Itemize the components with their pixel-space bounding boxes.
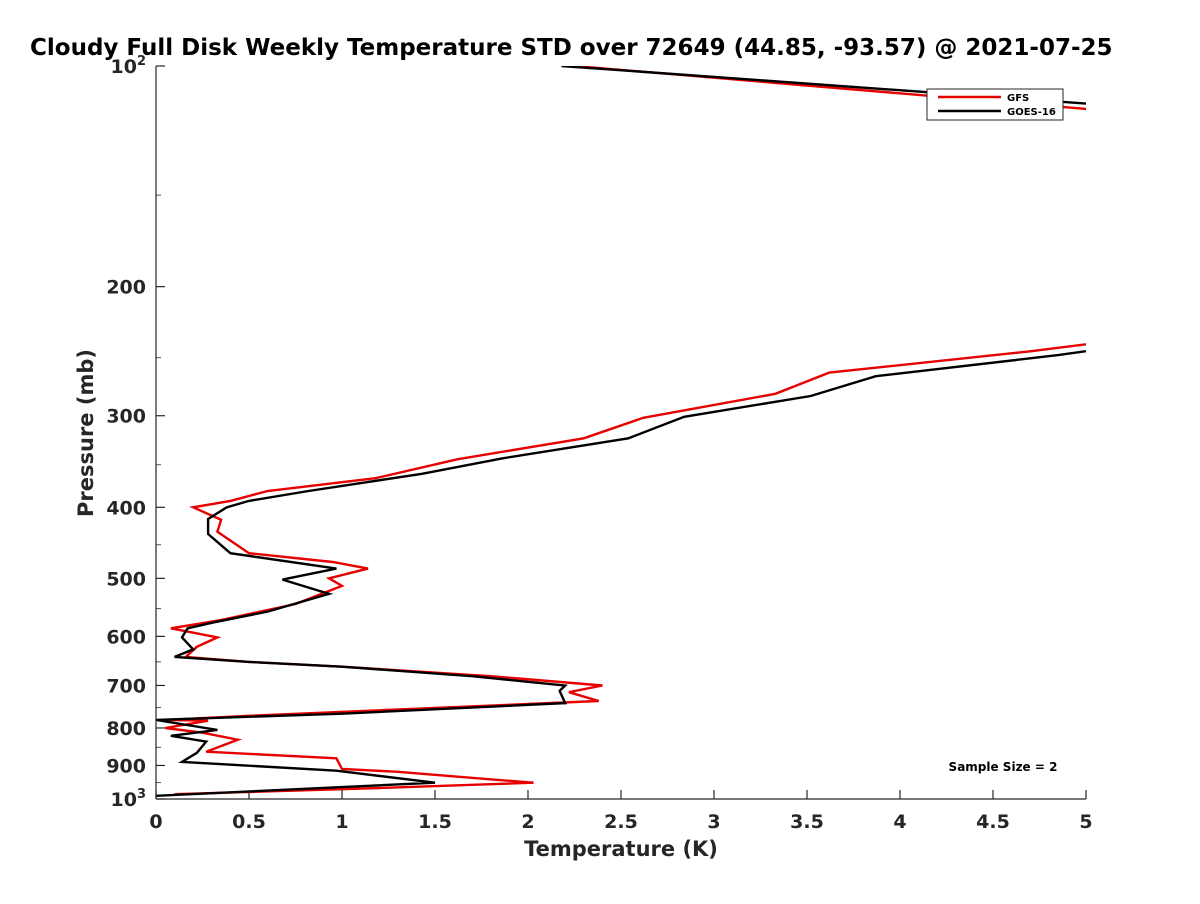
y-tick-label: 700 bbox=[106, 675, 146, 697]
x-axis-label: Temperature (K) bbox=[524, 837, 718, 861]
y-tick-label: 800 bbox=[106, 718, 146, 740]
y-tick-label: 600 bbox=[106, 626, 146, 648]
x-tick-label: 3 bbox=[707, 811, 720, 833]
legend-box bbox=[926, 88, 1064, 121]
sample-size-annotation: Sample Size = 2 bbox=[949, 760, 1058, 774]
y-tick-label: 103 bbox=[111, 787, 147, 811]
y-tick-label: 900 bbox=[106, 755, 146, 777]
y-tick-label: 400 bbox=[106, 497, 146, 519]
x-tick-label: 0.5 bbox=[232, 811, 266, 833]
x-tick-label: 1 bbox=[335, 811, 348, 833]
y-tick-label: 200 bbox=[106, 277, 146, 299]
series-line-goes-16 bbox=[156, 66, 1086, 797]
legend: GFS GOES-16 bbox=[926, 88, 1064, 121]
x-tick-label: 3.5 bbox=[790, 811, 824, 833]
y-tick-label: 102 bbox=[111, 54, 147, 78]
series-line-gfs bbox=[165, 66, 1086, 796]
x-tick-label: 1.5 bbox=[418, 811, 452, 833]
legend-label-goes16: GOES-16 bbox=[1007, 107, 1056, 118]
x-tick-label: 2 bbox=[521, 811, 534, 833]
y-axis-label: Pressure (mb) bbox=[74, 349, 98, 517]
y-tick-label: 300 bbox=[106, 406, 146, 428]
y-tick-label: 500 bbox=[106, 568, 146, 590]
x-tick-label: 0 bbox=[149, 811, 162, 833]
chart-title: Cloudy Full Disk Weekly Temperature STD … bbox=[30, 35, 1113, 61]
x-tick-label: 4 bbox=[893, 811, 906, 833]
x-tick-label: 4.5 bbox=[976, 811, 1010, 833]
x-tick-label: 2.5 bbox=[604, 811, 638, 833]
legend-label-gfs: GFS bbox=[1007, 93, 1029, 104]
x-tick-label: 5 bbox=[1079, 811, 1092, 833]
